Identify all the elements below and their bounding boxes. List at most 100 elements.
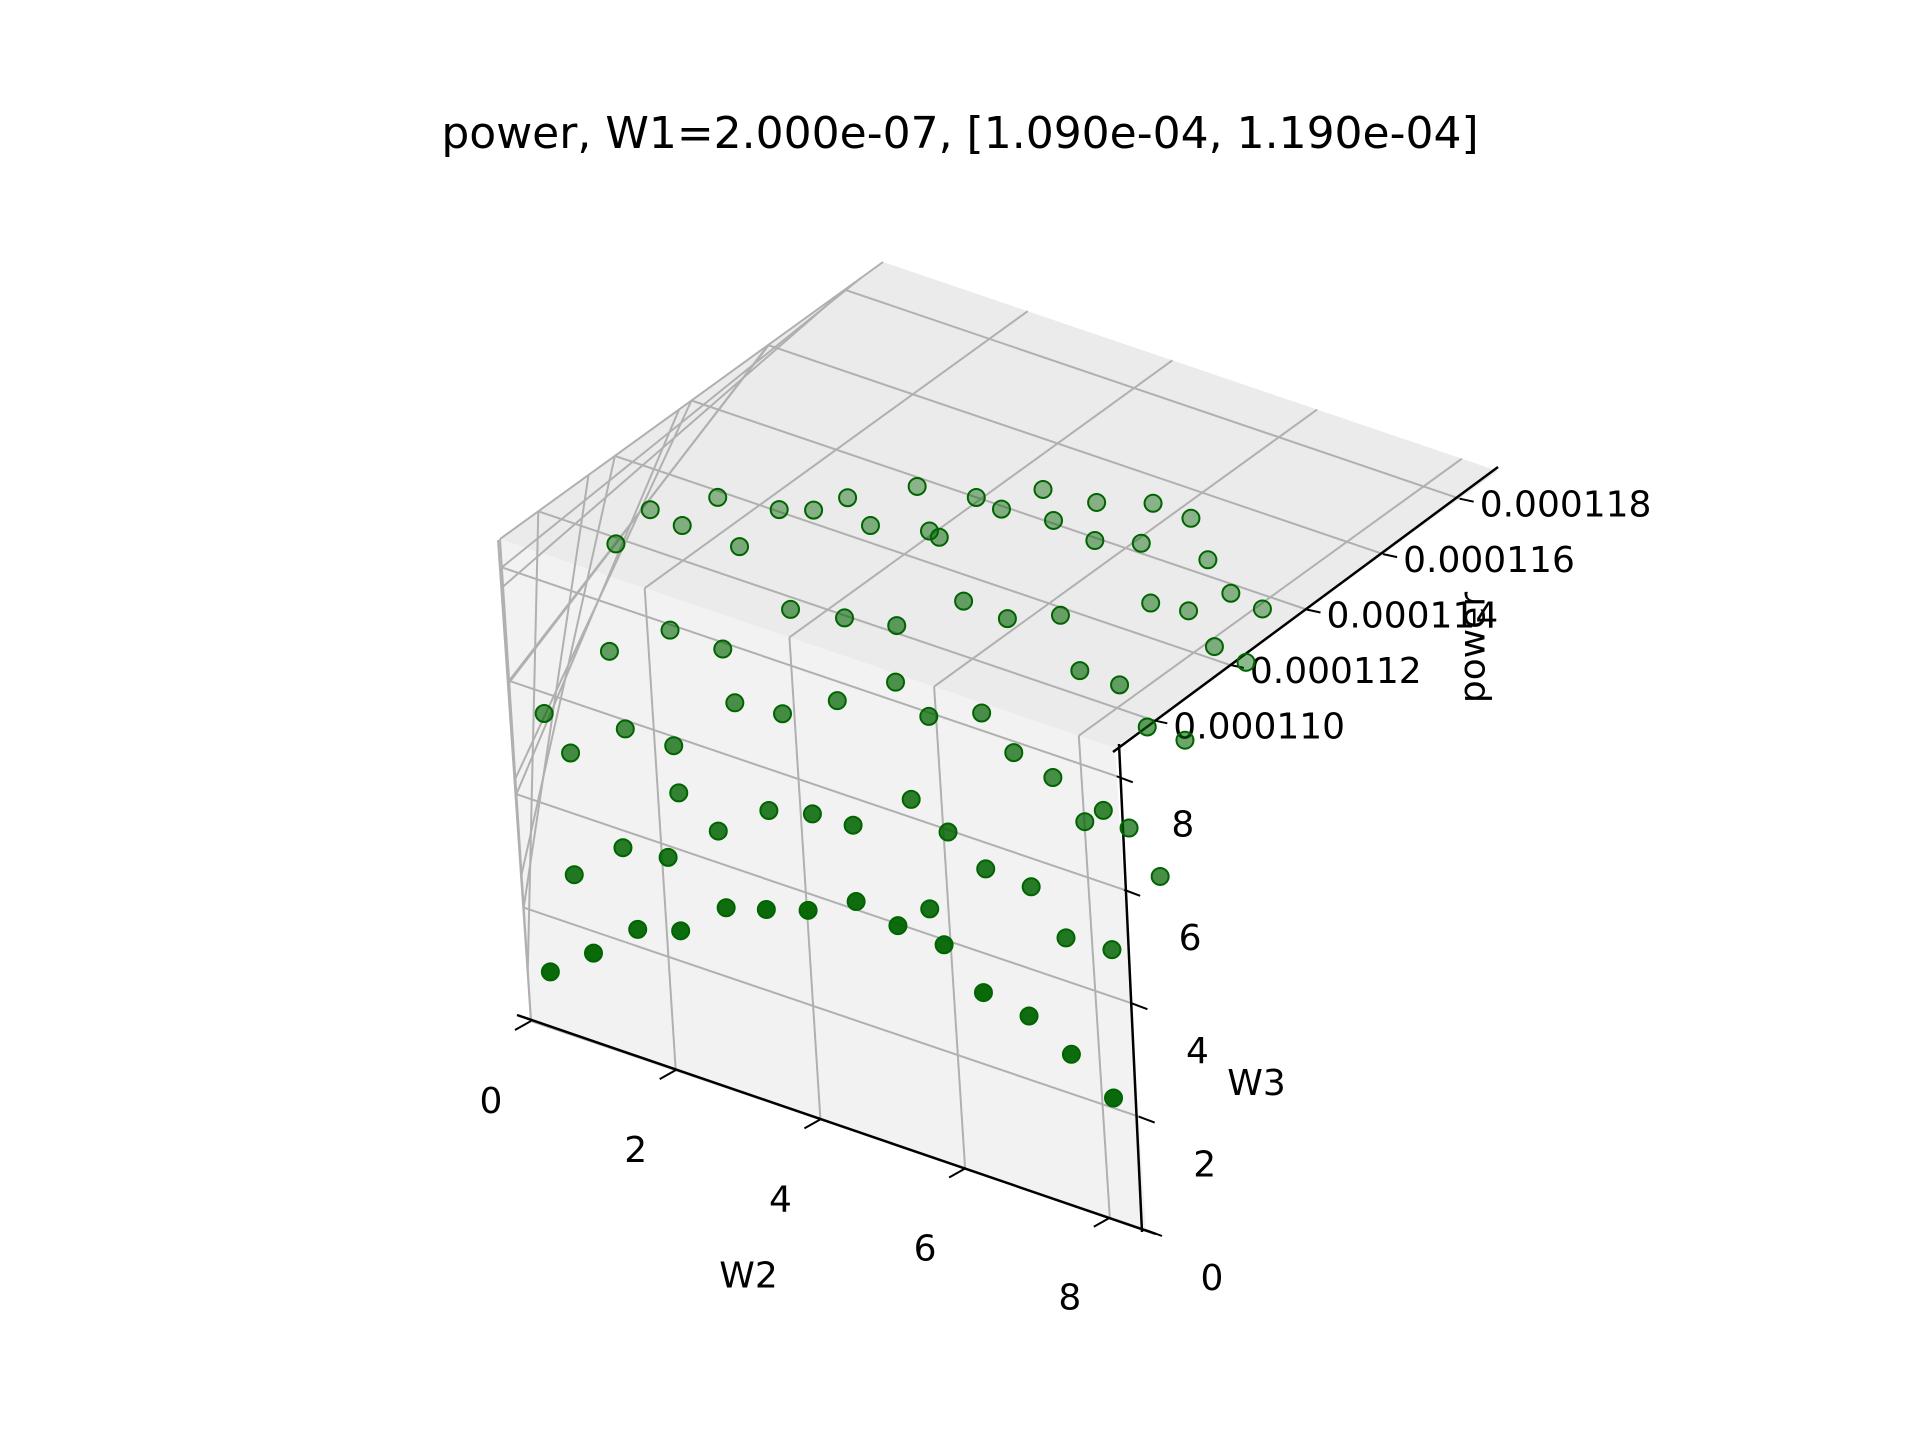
scatter-point — [1050, 605, 1070, 625]
scatter-point — [1004, 743, 1024, 763]
scatter-point — [1056, 928, 1076, 948]
scatter-point — [1131, 533, 1151, 553]
y-tick-mark — [1123, 888, 1141, 897]
scatter-point — [672, 516, 692, 536]
x-tick-mark — [514, 1020, 532, 1031]
scatter-point — [972, 703, 992, 723]
scatter-point — [919, 706, 939, 726]
scatter-point — [640, 500, 660, 520]
scatter-point — [1075, 812, 1095, 832]
scatter-point — [615, 719, 635, 739]
scatter-point — [583, 943, 603, 963]
scatter-point — [1085, 531, 1105, 551]
scatter-point — [1043, 510, 1063, 530]
scatter-point — [599, 641, 619, 661]
z-axis-line — [1112, 465, 1499, 754]
x-axis-label: W2 — [719, 1256, 778, 1297]
scatter-point — [1252, 599, 1272, 619]
z-tick-label: 0.000118 — [1480, 485, 1652, 526]
scatter-point — [664, 736, 684, 756]
scatter-point — [838, 488, 858, 508]
grid-line-z-left — [500, 288, 846, 589]
scatter-point — [1179, 601, 1199, 621]
z-tick-mark — [1229, 663, 1245, 669]
scatter-point — [781, 599, 801, 619]
scatter-point — [843, 815, 863, 835]
scatter-point — [901, 789, 921, 809]
y-tick-label: 8 — [1171, 804, 1194, 845]
scatter-point — [769, 500, 789, 520]
y-tick-mark — [1131, 1002, 1148, 1011]
scatter-point — [773, 704, 793, 724]
x-tick-label: 6 — [914, 1229, 937, 1270]
scatter-point — [954, 591, 974, 611]
x-tick-label: 0 — [480, 1081, 503, 1122]
y-axis-label: W3 — [1227, 1063, 1286, 1104]
scatter-point — [756, 899, 776, 919]
scatter-point — [997, 609, 1017, 629]
scatter-point — [1087, 492, 1107, 512]
grid-line-x-floor — [643, 588, 677, 1071]
scatter-point — [802, 804, 822, 824]
scatter-point — [920, 899, 940, 919]
x-tick-label: 4 — [769, 1179, 792, 1220]
scatter-point — [716, 898, 736, 918]
scatter-point — [534, 704, 554, 724]
scatter-point — [540, 962, 560, 982]
scatter-point — [564, 865, 584, 885]
y-tick-label: 6 — [1179, 918, 1202, 959]
scatter-point — [606, 534, 626, 554]
z-tick-mark — [1382, 553, 1398, 559]
scatter-point — [827, 691, 847, 711]
z-axis-label: power — [1453, 592, 1494, 703]
grid-line-y-floor — [523, 906, 1140, 1118]
scatter-point — [966, 487, 986, 507]
y-tick-label: 4 — [1186, 1031, 1209, 1072]
grid-line-y-floor — [516, 793, 1132, 1005]
z-tick-mark — [1153, 719, 1168, 725]
y-tick-mark — [1116, 775, 1134, 784]
scatter-point — [613, 838, 633, 858]
scatter-point — [929, 527, 949, 547]
y-tick-label: 0 — [1201, 1258, 1224, 1299]
scatter-point — [730, 537, 750, 557]
x-tick-mark — [659, 1069, 677, 1081]
data-points — [534, 476, 1272, 1108]
scatter-point — [1236, 652, 1256, 672]
grid-line-x-floor — [788, 637, 822, 1120]
z-tick-label: 0.000112 — [1250, 651, 1422, 692]
x-tick-mark — [948, 1167, 966, 1179]
scatter-point — [1033, 479, 1053, 499]
scatter-point — [1070, 661, 1090, 681]
grid-line-y-floor — [508, 679, 1125, 891]
scatter-point — [1198, 550, 1218, 570]
scatter-point — [1110, 675, 1130, 695]
scatter-point — [1175, 730, 1195, 750]
y-tick-mark — [1145, 1229, 1163, 1237]
scatter-point — [888, 916, 908, 936]
scatter-point — [846, 892, 866, 912]
scatter-point — [938, 822, 958, 842]
grid-line-z-back — [614, 454, 1231, 666]
z-tick-mark — [1459, 497, 1474, 503]
scatter-point — [1043, 768, 1063, 788]
scatter-point — [934, 935, 954, 955]
scatter-point — [1143, 493, 1163, 513]
scatter-point — [725, 693, 745, 713]
scatter-point — [1141, 593, 1161, 613]
grid-line-z-back — [844, 288, 1461, 500]
scatter-point — [671, 921, 691, 941]
scatter-point — [759, 800, 779, 820]
scatter-point — [1204, 637, 1224, 657]
scatter-point — [1119, 818, 1139, 838]
scatter-point — [887, 616, 907, 636]
scatter-point — [976, 859, 996, 879]
scatter-point — [1102, 940, 1122, 960]
x-tick-label: 8 — [1058, 1278, 1081, 1319]
grid-line-y-floor — [501, 566, 1118, 778]
scatter-point — [1137, 717, 1157, 737]
scatter-point — [1104, 1088, 1124, 1108]
scatter-point — [1093, 800, 1113, 820]
grid-line-x-floor — [933, 686, 967, 1169]
